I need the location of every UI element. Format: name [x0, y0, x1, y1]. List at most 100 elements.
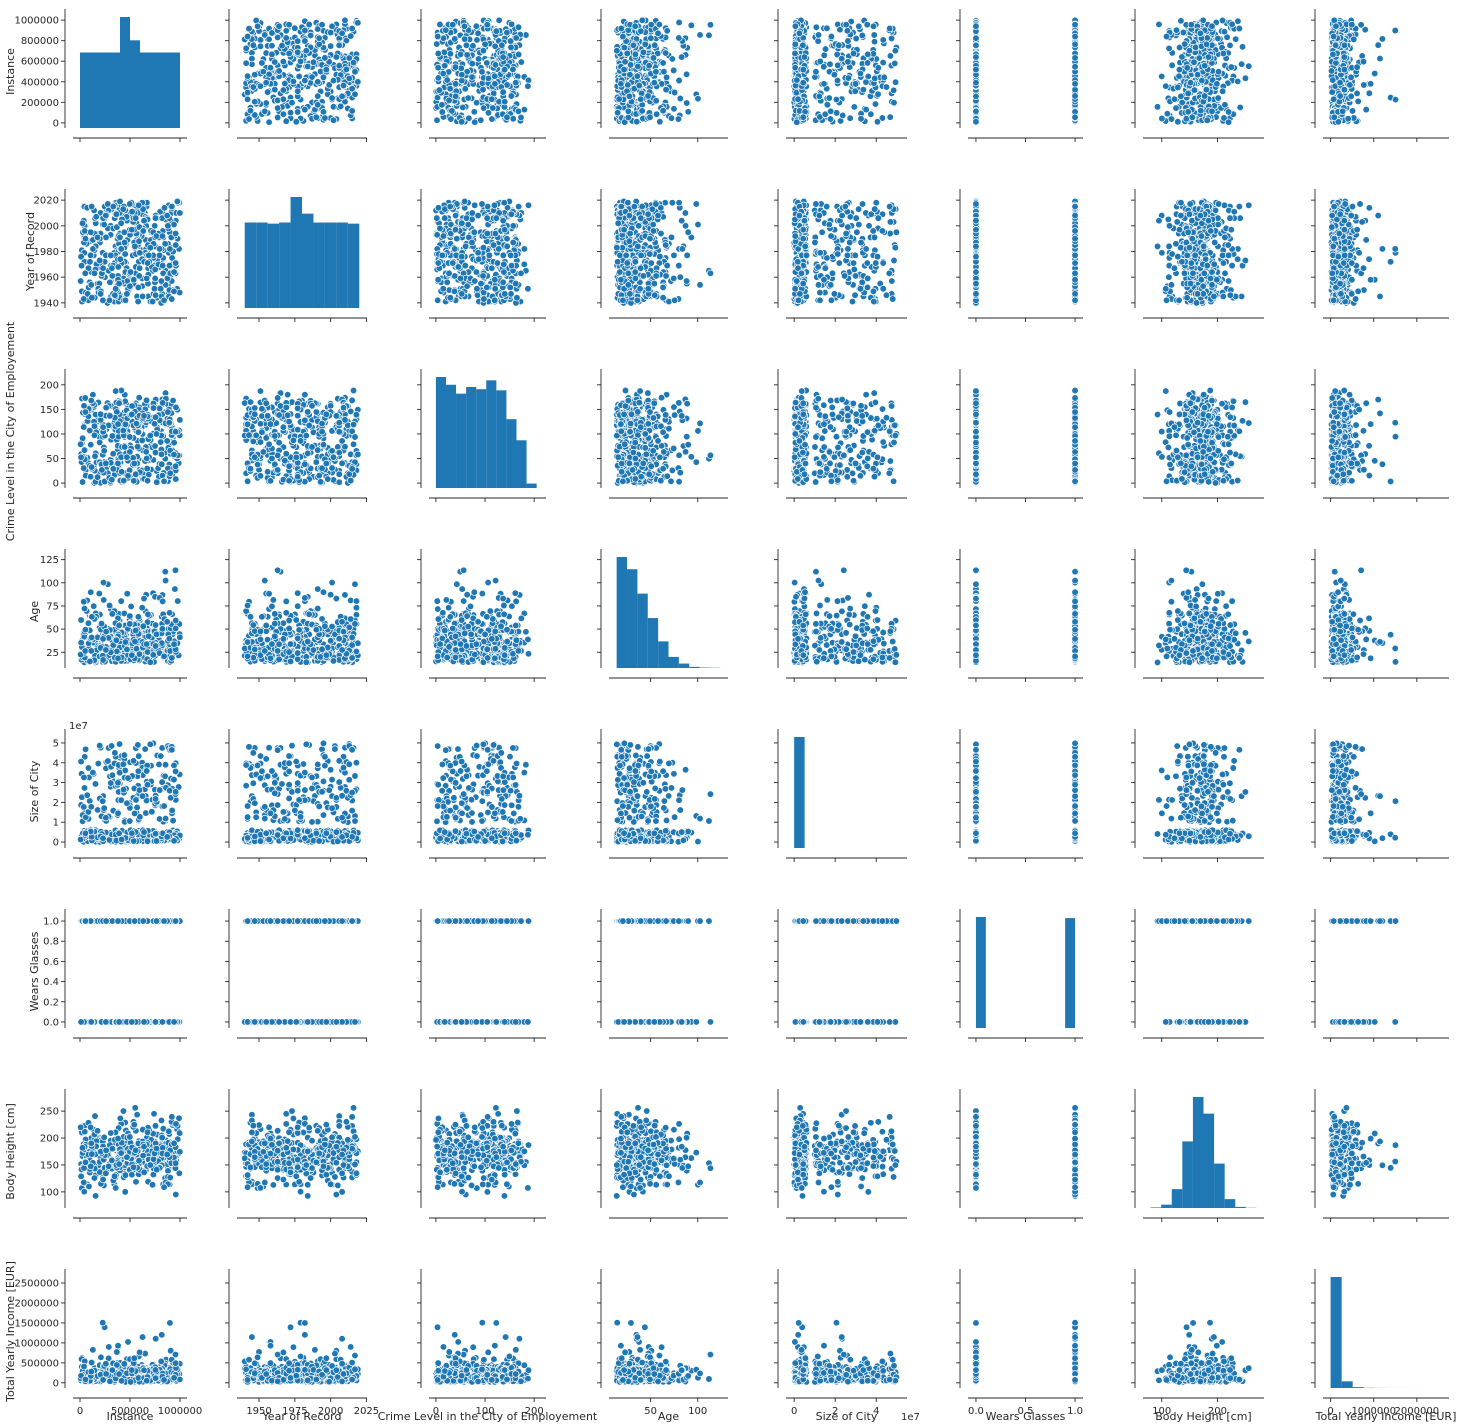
scatter-point [472, 99, 481, 107]
scatter-point [456, 274, 465, 283]
scatter-point [87, 228, 95, 236]
scatter-point [477, 279, 485, 288]
scatter-point [151, 274, 159, 283]
scatter-point [886, 202, 894, 211]
scatter-point [265, 35, 273, 43]
scatter-point [826, 115, 835, 123]
scatter-point [499, 217, 507, 225]
scatter-point [458, 252, 466, 261]
panel-1-2 [417, 189, 546, 322]
scatter-point [282, 34, 290, 42]
scatter-point [871, 100, 880, 108]
scatter-point [630, 202, 638, 211]
scatter-point [638, 16, 646, 24]
scatter-point [1204, 53, 1213, 61]
scatter-point [633, 72, 642, 80]
scatter-point [1214, 68, 1223, 76]
scatter-point [631, 22, 639, 30]
scatter-point [621, 58, 629, 66]
scatter-point [471, 277, 479, 285]
scatter-point [645, 62, 653, 70]
scatter-point [434, 74, 443, 82]
scatter-point [325, 81, 333, 89]
scatter-point [852, 34, 860, 43]
scatter-point [646, 113, 654, 121]
scatter-point [972, 53, 980, 61]
scatter-point [1376, 54, 1384, 63]
scatter-point [814, 281, 823, 289]
scatter-point [869, 287, 878, 295]
scatter-point [164, 222, 172, 230]
scatter-point [489, 241, 498, 249]
scatter-point [827, 296, 836, 304]
hist-bar [110, 52, 120, 128]
scatter-point [465, 114, 473, 122]
scatter-point [480, 104, 488, 112]
scatter-point [621, 118, 629, 126]
scatter-point [1327, 67, 1336, 75]
scatter-point [318, 21, 326, 29]
scatter-point [654, 49, 662, 58]
scatter-point [1158, 72, 1166, 81]
scatter-point [631, 268, 639, 276]
scatter-point [120, 228, 128, 236]
panel-1-5 [956, 189, 1083, 322]
scatter-point [314, 25, 322, 33]
scatter-point [148, 297, 157, 306]
scatter-point [338, 29, 346, 37]
scatter-point [633, 296, 642, 304]
scatter-point [1361, 26, 1369, 34]
scatter-point [498, 41, 506, 49]
scatter-point [245, 24, 253, 33]
scatter-point [106, 278, 114, 286]
scatter-point [706, 269, 715, 277]
scatter-point [157, 277, 166, 285]
scatter-point [886, 229, 894, 238]
scatter-point [840, 272, 849, 280]
scatter-point [657, 204, 665, 212]
scatter-point [856, 69, 865, 78]
scatter-point [862, 78, 870, 86]
scatter-point [1186, 79, 1195, 87]
scatter-point [155, 251, 164, 260]
scatter-point [839, 111, 847, 120]
scatter-point [434, 296, 442, 304]
scatter-point [481, 40, 489, 48]
hist-bar [336, 222, 348, 308]
y-tick-label: 2020 [34, 196, 59, 207]
scatter-point [1175, 65, 1184, 74]
scatter-point [468, 73, 476, 81]
scatter-point [491, 42, 499, 50]
scatter-point [795, 29, 804, 37]
scatter-point [332, 53, 341, 61]
scatter-point [460, 197, 469, 206]
scatter-point [445, 96, 453, 105]
scatter-point [128, 226, 136, 234]
scatter-point [135, 264, 144, 272]
scatter-point [863, 283, 872, 292]
scatter-point [972, 65, 980, 74]
scatter-point [844, 58, 852, 66]
scatter-point [814, 263, 822, 271]
scatter-point [483, 229, 491, 238]
scatter-point [470, 108, 478, 116]
scatter-point [500, 199, 508, 207]
scatter-point [512, 34, 520, 42]
scatter-point [108, 272, 116, 280]
scatter-point [81, 227, 89, 235]
scatter-point [1350, 35, 1358, 44]
scatter-point [851, 272, 860, 280]
scatter-point [625, 237, 633, 245]
scatter-point [1201, 92, 1209, 100]
scatter-point [242, 59, 250, 67]
scatter-point [869, 22, 878, 30]
scatter-point [281, 79, 289, 88]
scatter-point [491, 80, 499, 88]
scatter-point [319, 73, 328, 82]
scatter-point [243, 72, 252, 80]
scatter-point [1170, 95, 1179, 103]
scatter-point [827, 232, 835, 240]
scatter-point [828, 269, 837, 277]
scatter-point [873, 118, 882, 126]
scatter-point [136, 249, 144, 257]
